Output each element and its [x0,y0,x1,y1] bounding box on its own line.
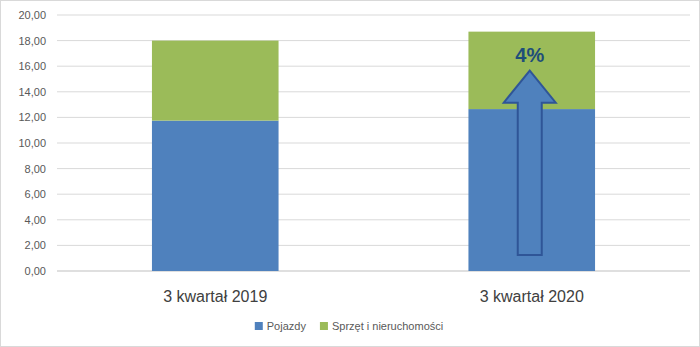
bars [152,32,595,271]
chart-frame [1,1,700,347]
bar-segment [152,41,279,121]
y-tick-label: 18,00 [18,35,46,47]
annotation: 4% [515,44,544,66]
x-tick-label: 3 kwartał 2020 [480,288,584,305]
legend-swatch [320,322,328,330]
x-tick-label: 3 kwartał 2019 [163,288,267,305]
legend: Pojazdy Sprzęt i nieruchomości [255,320,443,332]
grid-line [57,15,690,16]
y-tick-label: 16,00 [18,60,46,72]
annotation-arrow [504,71,556,255]
y-tick-label: 6,00 [25,188,46,200]
y-tick-label: 12,00 [18,111,46,123]
y-tick-label: 2,00 [25,239,46,251]
y-tick-label: 20,00 [18,9,46,21]
y-tick-label: 0,00 [25,265,46,277]
legend-label: Pojazdy [267,320,307,332]
legend-label: Sprzęt i nieruchomości [332,320,443,332]
bar-segment [152,121,279,271]
y-tick-label: 8,00 [25,163,46,175]
y-tick-label: 4,00 [25,214,46,226]
legend-swatch [255,322,263,330]
y-tick-label: 10,00 [18,137,46,149]
y-tick-label: 14,00 [18,86,46,98]
